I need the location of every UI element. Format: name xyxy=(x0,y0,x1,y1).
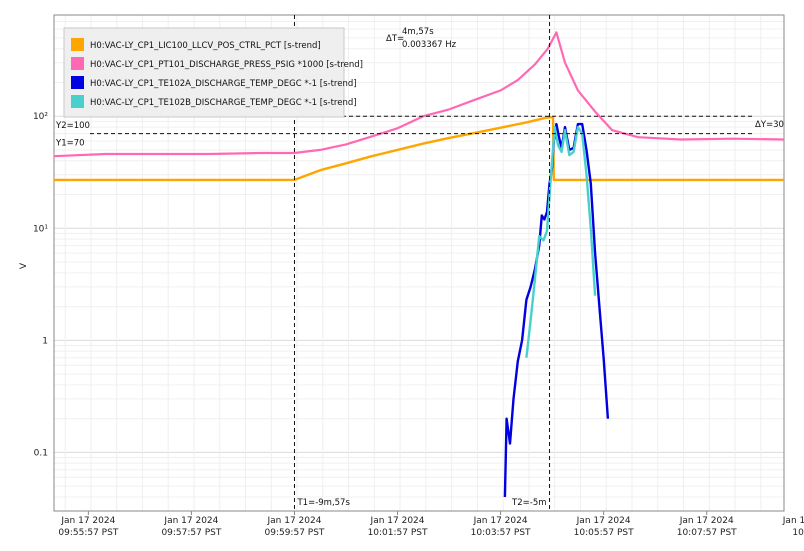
x-tick-label-date: Jan 17 2024 xyxy=(679,516,734,526)
cursor-t1-label: T1=-9m,57s xyxy=(296,498,350,508)
x-tick-label-date: Jan 17 2024 xyxy=(60,516,115,526)
grid xyxy=(54,14,784,512)
legend-label-3[interactable]: H0:VAC-LY_CP1_TE102A_DISCHARGE_TEMP_DEGC… xyxy=(90,79,357,89)
x-tick-label-time: 09:59:57 PST xyxy=(265,528,325,538)
x-tick-label-time: 10:01:57 PST xyxy=(368,528,428,538)
legend-swatch-2 xyxy=(71,57,84,70)
y-tick-label: 0.1 xyxy=(34,448,48,458)
legend-swatch-4 xyxy=(71,95,84,108)
legend-label-2[interactable]: H0:VAC-LY_CP1_PT101_DISCHARGE_PRESS_PSIG… xyxy=(90,60,363,70)
x-tick-label-date: Jan 17 2024 xyxy=(370,516,425,526)
x-axis: Jan 17 2024 09:55:57 PST Jan 17 2024 09:57:… xyxy=(58,511,804,538)
x-tick-label-time: 10:07:57 PST xyxy=(677,528,737,538)
y-axis: 0.1 1 10¹ 10² xyxy=(33,112,48,458)
legend-label-4[interactable]: H0:VAC-LY_CP1_TE102B_DISCHARGE_TEMP_DEGC… xyxy=(90,98,357,108)
y-tick-label: 10² xyxy=(33,112,48,122)
delta-t-frequency: 0.003367 Hz xyxy=(402,40,457,50)
x-tick-label-date: Jan 17 2024 xyxy=(163,516,218,526)
x-tick-label-time: 09:57:57 PST xyxy=(161,528,221,538)
delta-y-label: ΔY=30 xyxy=(755,120,784,130)
legend-swatch-3 xyxy=(71,76,84,89)
series-line-4 xyxy=(525,125,597,358)
cursor-layer[interactable]: T1=-9m,57s T2=-5m Y2=100 Y1=70 ΔY=30 ΔT=4m,57… xyxy=(55,15,784,511)
delta-t-value: 4m,57s xyxy=(402,27,434,37)
x-tick-label-time: 10:05:57 PST xyxy=(574,528,634,538)
series-line-1 xyxy=(54,116,784,182)
y-axis-label: V xyxy=(19,262,29,269)
x-tick-label-time: 10:03:57 PST xyxy=(471,528,531,538)
x-tick-label-date: Jan 17 2024 xyxy=(576,516,631,526)
x-tick-label-date: Jan 17 2024 xyxy=(782,516,804,526)
y-tick-label: 10¹ xyxy=(33,224,48,234)
legend[interactable]: H0:VAC-LY_CP1_LIC100_LLCV_POS_CTRL_PCT [… xyxy=(63,27,363,118)
legend-box xyxy=(63,27,345,118)
legend-swatch-1 xyxy=(71,38,84,51)
y-tick-label: 1 xyxy=(42,336,48,346)
plot-area-border xyxy=(53,14,785,512)
cursor-y1-label: Y1=70 xyxy=(55,139,85,149)
cursor-y2-label: Y2=100 xyxy=(55,121,90,131)
series-line-2 xyxy=(53,31,785,158)
cursor-t2-label: T2=-5m xyxy=(511,498,546,508)
x-tick-label-date: Jan 17 2024 xyxy=(473,516,528,526)
legend-label-1[interactable]: H0:VAC-LY_CP1_LIC100_LLCV_POS_CTRL_PCT [… xyxy=(90,41,321,51)
delta-t-prefix: ΔT= xyxy=(386,34,404,44)
x-tick-label-date: Jan 17 2024 xyxy=(266,516,321,526)
x-tick-label-time: 10:09:5 xyxy=(792,528,804,538)
series-layer xyxy=(53,31,785,498)
x-tick-label-time: 09:55:57 PST xyxy=(58,528,118,538)
